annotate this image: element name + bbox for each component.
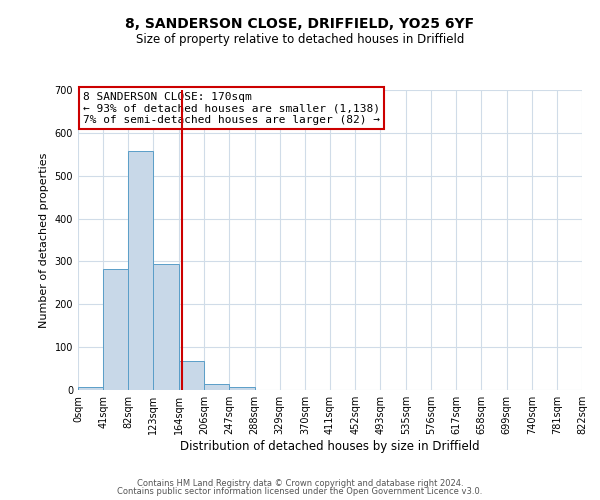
Bar	[78, 387, 103, 390]
Y-axis label: Number of detached properties: Number of detached properties	[39, 152, 49, 328]
Bar	[205, 384, 229, 390]
Bar	[179, 361, 205, 390]
Bar	[103, 269, 128, 390]
Text: 8 SANDERSON CLOSE: 170sqm
← 93% of detached houses are smaller (1,138)
7% of sem: 8 SANDERSON CLOSE: 170sqm ← 93% of detac…	[83, 92, 380, 124]
Bar	[229, 386, 254, 390]
Text: Contains public sector information licensed under the Open Government Licence v3: Contains public sector information licen…	[118, 487, 482, 496]
Text: Contains HM Land Registry data © Crown copyright and database right 2024.: Contains HM Land Registry data © Crown c…	[137, 478, 463, 488]
Text: 8, SANDERSON CLOSE, DRIFFIELD, YO25 6YF: 8, SANDERSON CLOSE, DRIFFIELD, YO25 6YF	[125, 18, 475, 32]
Text: Size of property relative to detached houses in Driffield: Size of property relative to detached ho…	[136, 32, 464, 46]
Bar	[154, 264, 179, 390]
X-axis label: Distribution of detached houses by size in Driffield: Distribution of detached houses by size …	[180, 440, 480, 453]
Bar	[128, 151, 154, 390]
